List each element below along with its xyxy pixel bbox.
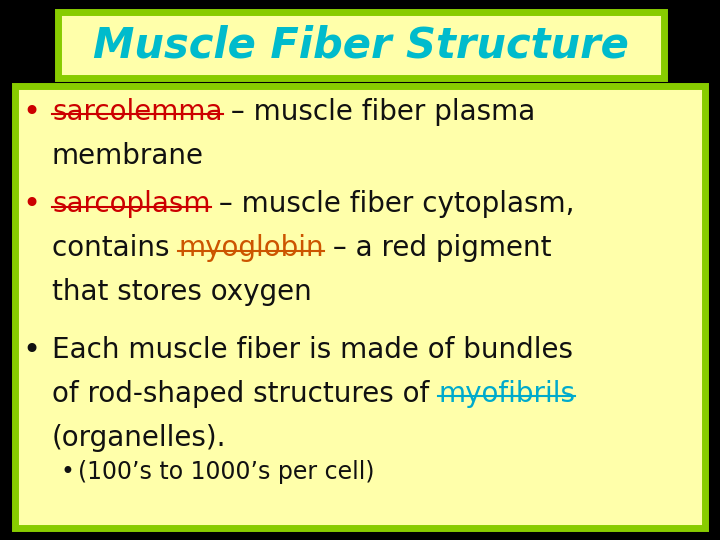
Text: •: • — [22, 191, 40, 219]
Text: contains: contains — [52, 234, 179, 262]
FancyBboxPatch shape — [15, 86, 705, 528]
Text: myofibrils: myofibrils — [438, 380, 575, 408]
Text: – a red pigment: – a red pigment — [324, 234, 552, 262]
Text: – muscle fiber plasma: – muscle fiber plasma — [222, 98, 536, 126]
Text: •: • — [22, 335, 40, 364]
Text: •: • — [60, 460, 74, 484]
Text: (organelles).: (organelles). — [52, 423, 227, 451]
Text: of rod-shaped structures of: of rod-shaped structures of — [52, 380, 438, 408]
Text: sarcoplasm: sarcoplasm — [52, 191, 210, 218]
Text: sarcolemma: sarcolemma — [52, 98, 222, 126]
Text: that stores oxygen: that stores oxygen — [52, 279, 312, 306]
Text: membrane: membrane — [52, 142, 204, 170]
Text: •: • — [22, 98, 40, 127]
Text: Muscle Fiber Structure: Muscle Fiber Structure — [93, 24, 629, 66]
Text: Each muscle fiber is made of bundles: Each muscle fiber is made of bundles — [52, 335, 573, 363]
FancyBboxPatch shape — [58, 12, 664, 78]
Text: myoglobin: myoglobin — [179, 234, 324, 262]
Text: – muscle fiber cytoplasm,: – muscle fiber cytoplasm, — [210, 191, 575, 218]
Text: (100’s to 1000’s per cell): (100’s to 1000’s per cell) — [78, 460, 374, 484]
